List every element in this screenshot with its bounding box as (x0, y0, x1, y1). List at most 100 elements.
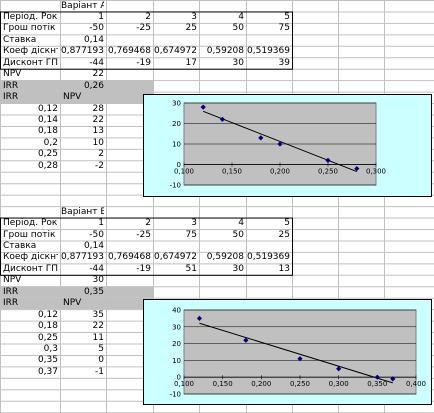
block-b-row-label[interactable]: Дисконт ГП (3, 263, 58, 274)
block-a-npv-col-header[interactable]: NPV (63, 92, 82, 103)
block-a-npv-value-cell[interactable]: 22 (92, 115, 104, 125)
block-a-discount-cell[interactable]: 39 (278, 57, 290, 68)
block-b-irr-col-header[interactable]: IRR (3, 298, 19, 309)
block-b-period-cell[interactable]: 3 (191, 218, 197, 229)
block-a-period-cell[interactable]: 4 (238, 11, 244, 22)
block-a-period-cell[interactable]: 1 (98, 11, 104, 22)
block-a-row-label[interactable]: Ставка (3, 34, 37, 45)
block-a-table-border (0, 11, 293, 70)
block-a-coef-cell[interactable]: 0,877193 (61, 46, 104, 57)
block-a-variant-title[interactable]: Варіант А (61, 0, 104, 11)
data-point (297, 356, 303, 362)
block-a-irr-value-cell[interactable]: 0,28 (37, 160, 58, 171)
block-b-irr-value-cell[interactable]: 0,25 (37, 332, 58, 343)
block-a-npv-value-cell[interactable]: 10 (92, 137, 104, 148)
x-tick-label: 0,200 (251, 380, 271, 388)
block-b-npv-value-cell[interactable]: 35 (92, 309, 104, 320)
block-a-irr-value-cell[interactable]: 0,2 (43, 137, 58, 148)
block-a-irr-value-cell[interactable]: 0,14 (37, 115, 58, 125)
block-a-period-cell[interactable]: 5 (284, 11, 290, 22)
block-a-row-label[interactable]: Дисконт ГП (3, 57, 58, 68)
y-tick-label: 30 (172, 100, 181, 108)
x-tick-label: 0,250 (290, 380, 310, 388)
block-b-row-label[interactable]: Період. Роки (3, 218, 58, 229)
block-b-discount-cell[interactable]: -19 (136, 263, 151, 274)
npv-chart-b[interactable]: 40 30 20 10 0 -10 0,100 0,150 0,200 0,250 0,300 0,3… (143, 299, 432, 405)
block-b-coef-cell[interactable]: 0,674972 (154, 252, 197, 263)
block-b-row-label[interactable]: Грош потік (3, 229, 56, 240)
block-a-irr-label[interactable]: IRR (3, 80, 19, 91)
block-b-irr-value-cell[interactable]: 0,35 (37, 355, 58, 366)
block-a-npv-value-cell[interactable]: 2 (98, 149, 104, 160)
block-b-cashflow-cell[interactable]: 25 (278, 229, 290, 240)
block-b-irr-value-cell[interactable]: 0,12 (37, 309, 58, 320)
block-a-coef-cell[interactable]: 0,519369 (247, 46, 290, 57)
block-a-row-label[interactable]: Грош потік (3, 23, 56, 34)
block-b-discount-cell[interactable]: -44 (89, 263, 104, 274)
block-a-irr-value[interactable]: 0,26 (83, 80, 104, 91)
block-b-coef-cell[interactable]: 0,59208 (206, 252, 244, 263)
block-a-irr-value-cell[interactable]: 0,25 (37, 149, 58, 160)
block-b-coef-cell[interactable]: 0,519369 (247, 252, 290, 263)
block-b-irr-value-cell[interactable]: 0,3 (43, 344, 58, 354)
block-a-period-cell[interactable]: 3 (191, 11, 197, 22)
block-b-rate-cell[interactable]: 0,14 (83, 240, 104, 251)
block-a-cashflow-cell[interactable]: 75 (278, 23, 290, 34)
block-a-cashflow-cell[interactable]: -25 (136, 23, 151, 34)
block-a-discount-cell[interactable]: 30 (232, 57, 244, 68)
x-tick-label: 0,150 (213, 380, 233, 388)
block-a-period-cell[interactable]: 2 (145, 11, 151, 22)
block-b-period-cell[interactable]: 5 (284, 218, 290, 229)
block-b-period-cell[interactable]: 2 (145, 218, 151, 229)
block-b-cashflow-cell[interactable]: 75 (185, 229, 197, 240)
block-b-irr-label[interactable]: IRR (3, 286, 19, 297)
block-a-npv-value-cell[interactable]: -2 (95, 160, 104, 171)
block-a-cashflow-cell[interactable]: 25 (185, 23, 197, 34)
block-a-npv-value[interactable]: 22 (92, 69, 104, 80)
block-a-rate-cell[interactable]: 0,14 (83, 34, 104, 45)
block-a-irr-value-cell[interactable]: 0,18 (37, 126, 58, 137)
block-a-npv-label[interactable]: NPV (3, 69, 22, 80)
block-b-npv-value-cell[interactable]: 0 (98, 355, 104, 366)
block-b-coef-cell[interactable]: 0,769468 (108, 252, 151, 263)
block-a-coef-cell[interactable]: 0,674972 (154, 46, 197, 57)
block-a-row-label[interactable]: Коеф діскнт. (3, 46, 58, 57)
block-b-npv-value-cell[interactable]: -1 (95, 366, 104, 377)
block-b-period-cell[interactable]: 1 (98, 218, 104, 229)
block-a-discount-cell[interactable]: -19 (136, 57, 151, 68)
block-a-npv-value-cell[interactable]: 13 (92, 126, 104, 137)
block-b-npv-label[interactable]: NPV (3, 275, 22, 286)
block-b-cashflow-cell[interactable]: -25 (136, 229, 151, 240)
block-b-row-label[interactable]: Коеф діскнт. (3, 252, 58, 263)
block-a-coef-cell[interactable]: 0,59208 (206, 46, 244, 57)
block-b-discount-cell[interactable]: 13 (278, 263, 290, 274)
block-b-npv-value-cell[interactable]: 22 (92, 321, 104, 332)
block-b-discount-cell[interactable]: 30 (232, 263, 244, 274)
block-a-discount-cell[interactable]: -44 (89, 57, 104, 68)
block-b-cashflow-cell[interactable]: 50 (232, 229, 244, 240)
block-b-npv-value[interactable]: 30 (92, 275, 104, 286)
block-b-cashflow-cell[interactable]: -50 (89, 229, 104, 240)
block-b-coef-cell[interactable]: 0,877193 (61, 252, 104, 263)
block-a-cashflow-cell[interactable]: 50 (232, 23, 244, 34)
block-b-period-cell[interactable]: 4 (238, 218, 244, 229)
block-a-irr-col-header[interactable]: IRR (3, 92, 19, 103)
y-tick-label: -10 (170, 391, 181, 399)
block-b-npv-value-cell[interactable]: 5 (98, 344, 104, 354)
block-a-cashflow-cell[interactable]: -50 (89, 23, 104, 34)
npv-chart-a[interactable]: 30 20 10 0 -10 0,100 0,150 0,200 0,250 0,300 (143, 94, 432, 197)
block-b-variant-title[interactable]: Варіант Б (61, 206, 104, 217)
block-a-coef-cell[interactable]: 0,769468 (108, 46, 151, 57)
block-a-discount-cell[interactable]: 17 (185, 57, 197, 68)
block-b-irr-value[interactable]: 0,35 (83, 286, 104, 297)
y-tick-label: 20 (172, 340, 181, 348)
block-b-irr-value-cell[interactable]: 0,37 (37, 366, 58, 377)
block-b-npv-col-header[interactable]: NPV (63, 298, 82, 309)
block-a-irr-value-cell[interactable]: 0,12 (37, 103, 58, 114)
block-b-discount-cell[interactable]: 51 (185, 263, 197, 274)
block-b-irr-value-cell[interactable]: 0,18 (37, 321, 58, 332)
block-b-npv-value-cell[interactable]: 11 (92, 332, 104, 343)
block-a-npv-value-cell[interactable]: 28 (92, 103, 104, 114)
block-a-row-label[interactable]: Період. Роки (3, 11, 58, 22)
block-b-row-label[interactable]: Ставка (3, 240, 37, 251)
